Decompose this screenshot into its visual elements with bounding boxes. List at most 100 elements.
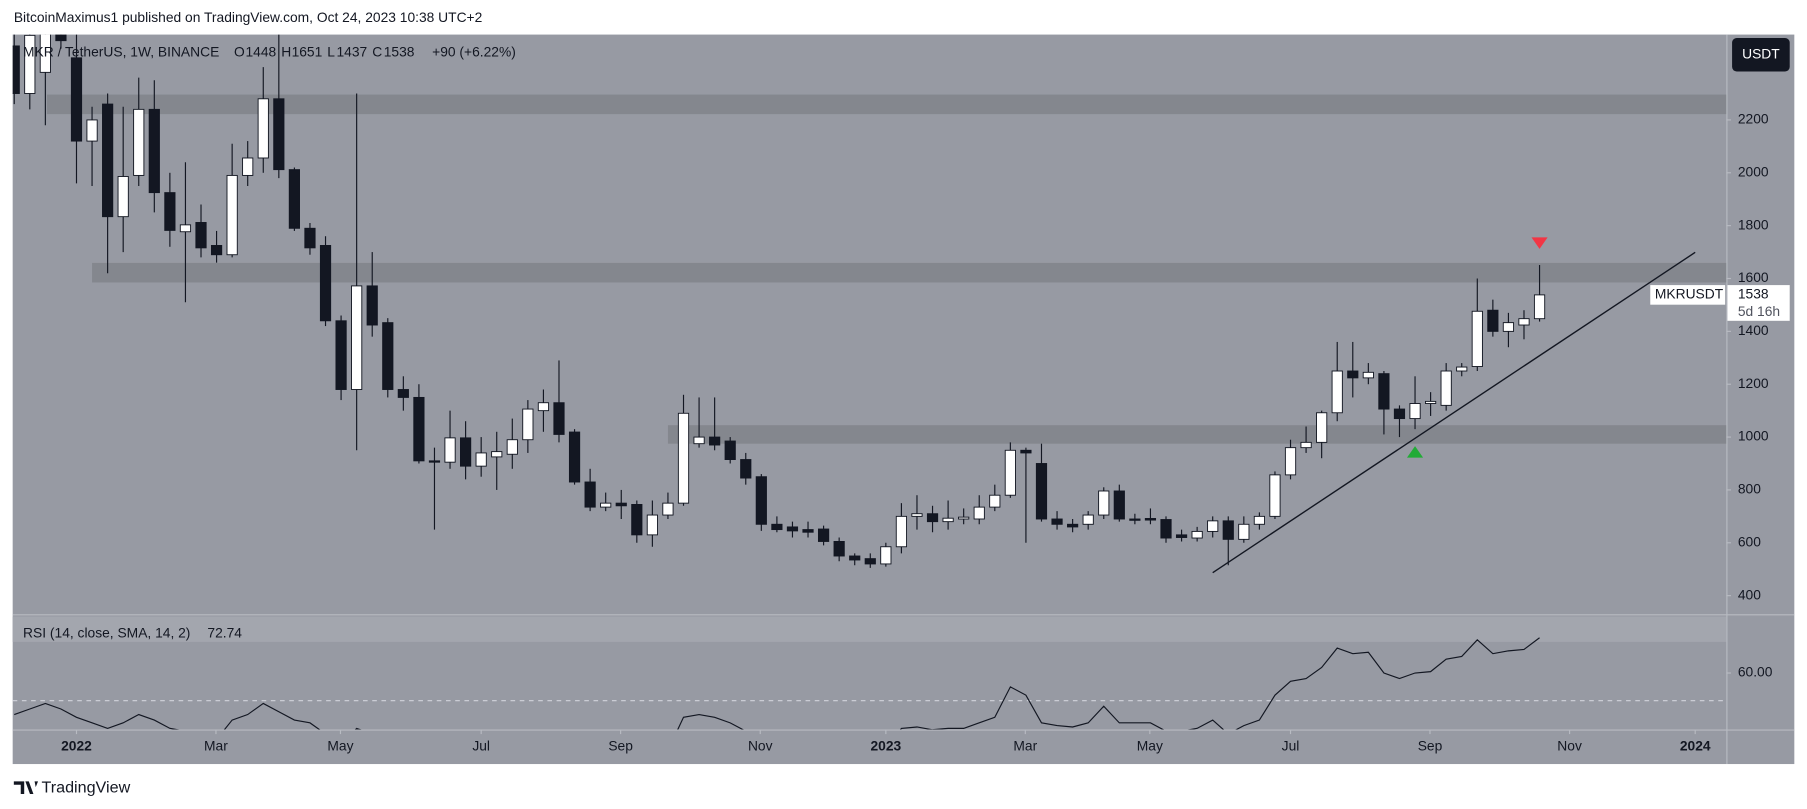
zone: [667, 425, 1727, 444]
y-tick-label: 1000: [1738, 428, 1769, 444]
rsi-label: RSI (14, close, SMA, 14, 2): [23, 624, 190, 640]
y-tick-label: 1400: [1738, 322, 1769, 338]
candle-body: [1004, 449, 1016, 496]
candle-body: [397, 389, 409, 398]
zone: [46, 94, 1727, 115]
x-tick-label: 2022: [61, 737, 92, 753]
candle-body: [475, 452, 487, 467]
currency-button[interactable]: [1732, 38, 1790, 72]
symbol-tag-box: [1650, 285, 1726, 305]
candle-body: [148, 108, 160, 194]
candle-body: [1144, 518, 1157, 521]
rsi-line: [14, 637, 1540, 730]
candle-body: [786, 526, 799, 532]
marker: [1406, 446, 1424, 458]
x-tick-label: Nov: [1557, 737, 1582, 753]
candle-body: [1533, 294, 1546, 320]
y-tick-label: 2000: [1738, 163, 1769, 179]
candle-body: [335, 320, 347, 390]
candle-body: [740, 459, 752, 479]
ohlc-letter: C: [372, 44, 382, 60]
candle-body: [195, 222, 207, 249]
candle-body: [1456, 366, 1468, 372]
ohlc-letter: H: [281, 44, 291, 60]
candle-body: [288, 169, 300, 229]
y-tick-label: 1600: [1738, 269, 1769, 285]
ohlc-letter: O: [234, 44, 245, 60]
candle-body: [1440, 370, 1452, 406]
candle-body: [1487, 309, 1499, 332]
candle-body: [86, 119, 98, 142]
trendline: [1212, 251, 1696, 574]
ohlc-value: 1437: [337, 44, 368, 60]
countdown: 5d 16h: [1738, 303, 1780, 319]
candle-body: [319, 245, 332, 322]
axes: 400 600 800 1000 1200 1400 1600 1800 2000 2200 202…: [61, 111, 1790, 753]
candle-body: [1051, 518, 1063, 525]
candle-body: [1222, 520, 1234, 540]
candle-body: [771, 523, 783, 531]
candle-body: [1409, 403, 1421, 420]
candle-body: [12, 45, 20, 94]
candle-body: [693, 436, 705, 445]
candle-body: [926, 513, 939, 523]
candle-body: [117, 176, 129, 218]
candle-body: [1129, 518, 1141, 521]
candle-body: [677, 412, 690, 504]
rsi-pane: [12, 637, 1727, 730]
plot-area: [12, 34, 1727, 574]
candle-body: [1347, 370, 1359, 379]
x-tick-label: 2024: [1680, 737, 1711, 753]
candle-body: [1316, 412, 1328, 443]
candle-body: [179, 224, 192, 233]
candle-body: [460, 437, 472, 467]
candle-body: [553, 402, 565, 435]
symbol: MKR / TetherUS, 1W, BINANCE: [23, 44, 219, 60]
candle-body: [864, 558, 876, 565]
candle-body: [880, 546, 892, 565]
candle-body: [802, 529, 814, 533]
candle-body: [39, 34, 51, 73]
candle-body: [1238, 523, 1250, 540]
footer-brand: TradingView: [41, 779, 130, 797]
candle-body: [1300, 441, 1312, 449]
candle-body: [600, 502, 612, 508]
candle-body: [568, 431, 581, 483]
x-tick-label: Mar: [1013, 737, 1037, 753]
candle-body: [849, 555, 861, 561]
y-tick-label: 1800: [1738, 216, 1769, 232]
candle-body: [1175, 534, 1188, 538]
candle-body: [1020, 449, 1032, 454]
candle-body: [1191, 530, 1203, 539]
rsi-tick-label: 60.00: [1738, 664, 1773, 680]
candle-body: [1269, 474, 1281, 517]
candle-body: [491, 451, 503, 458]
rsi-band: [12, 616, 1727, 642]
candle-body: [273, 98, 285, 171]
candle-body: [1082, 514, 1094, 525]
candle-body: [1098, 490, 1110, 516]
candle-body: [973, 506, 985, 520]
candle-body: [1284, 447, 1297, 476]
change: +90 (+6.22%): [432, 44, 516, 60]
x-tick-label: Jul: [472, 737, 490, 753]
y-tick-label: 600: [1738, 533, 1761, 549]
candle-body: [304, 227, 316, 249]
candle-body: [537, 402, 550, 412]
x-tick-label: Nov: [748, 737, 773, 753]
candle-body: [1502, 322, 1515, 332]
y-tick-label: 2200: [1738, 111, 1769, 127]
candle-body: [817, 528, 830, 542]
symbol-tag: MKRUSDT: [1655, 286, 1724, 302]
x-tick-label: Jul: [1282, 737, 1300, 753]
candle-body: [226, 174, 238, 256]
candle-body: [522, 408, 534, 441]
rsi-last: 72.74: [207, 624, 242, 640]
currency[interactable]: USDT: [1742, 45, 1780, 61]
candle-body: [413, 396, 425, 462]
candle-body: [164, 192, 176, 231]
candle-body: [646, 514, 658, 536]
publisher: BitcoinMaximus1 published on TradingView…: [14, 9, 482, 25]
candle-body: [24, 34, 36, 94]
candle-body: [242, 157, 254, 176]
